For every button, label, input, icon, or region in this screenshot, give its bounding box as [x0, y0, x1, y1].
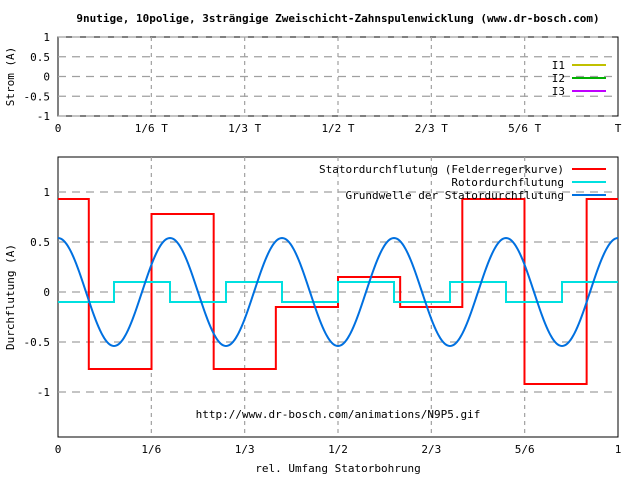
- y-tick-label: -1: [37, 110, 50, 123]
- x-tick-label: 1: [615, 443, 622, 456]
- legend-label: I3: [552, 85, 565, 98]
- y-tick-label: 0: [43, 286, 50, 299]
- y-tick-label: -0.5: [24, 90, 51, 103]
- legend-label: I1: [552, 59, 565, 72]
- figure-title: 9nutige, 10polige, 3strängige Zweischich…: [76, 12, 599, 25]
- x-tick-label: 1/2 T: [321, 122, 354, 135]
- y-axis-label: Durchflutung (A): [4, 244, 17, 350]
- legend-label: Rotordurchflutung: [451, 176, 564, 189]
- x-tick-label: 5/6 T: [508, 122, 541, 135]
- rotor-mmf-line: [58, 281, 618, 303]
- y-axis-label: Strom (A): [4, 47, 17, 107]
- x-tick-label: 0: [55, 122, 62, 135]
- y-tick-label: 0.5: [30, 236, 50, 249]
- fundamental-wave-line: [58, 236, 618, 348]
- y-tick-label: -0.5: [24, 336, 51, 349]
- x-tick-label: 1/3 T: [228, 122, 261, 135]
- y-tick-label: 0.5: [30, 51, 50, 64]
- x-tick-label: 1/6: [141, 443, 161, 456]
- curves: [58, 198, 618, 385]
- current-plot: 0 1/6 T 1/3 T 1/2 T 2/3 T 5/6 T T 1 0.5 0 -0.5 -1 St…: [4, 31, 622, 135]
- x-tick-label: 1/2: [328, 443, 348, 456]
- y-tick-label: -1: [37, 386, 50, 399]
- y-tick-label: 1: [43, 186, 50, 199]
- x-tick-label: 2/3 T: [415, 122, 448, 135]
- legend-label: Grundwelle der Statordurchflutung: [345, 189, 564, 202]
- x-tick-label: 5/6: [515, 443, 535, 456]
- legend-label: Statordurchflutung (Felderregerkurve): [319, 163, 564, 176]
- annotation-url: http://www.dr-bosch.com/animations/N9P5.…: [196, 408, 481, 421]
- x-tick-label: 1/6 T: [135, 122, 168, 135]
- x-tick-label: T: [615, 122, 622, 135]
- x-tick-label: 0: [55, 443, 62, 456]
- legend-label: I2: [552, 72, 565, 85]
- x-tick-label: 2/3: [421, 443, 441, 456]
- x-tick-label: 1/3: [235, 443, 255, 456]
- y-tick-label: 1: [43, 31, 50, 44]
- mmf-plot: 0 1/6 1/3 1/2 2/3 5/6 1 1 0.5 0 -0.5 -1 Durchflutung…: [4, 156, 622, 475]
- x-axis-label: rel. Umfang Statorbohrung: [255, 462, 421, 475]
- y-tick-label: 0: [43, 71, 50, 84]
